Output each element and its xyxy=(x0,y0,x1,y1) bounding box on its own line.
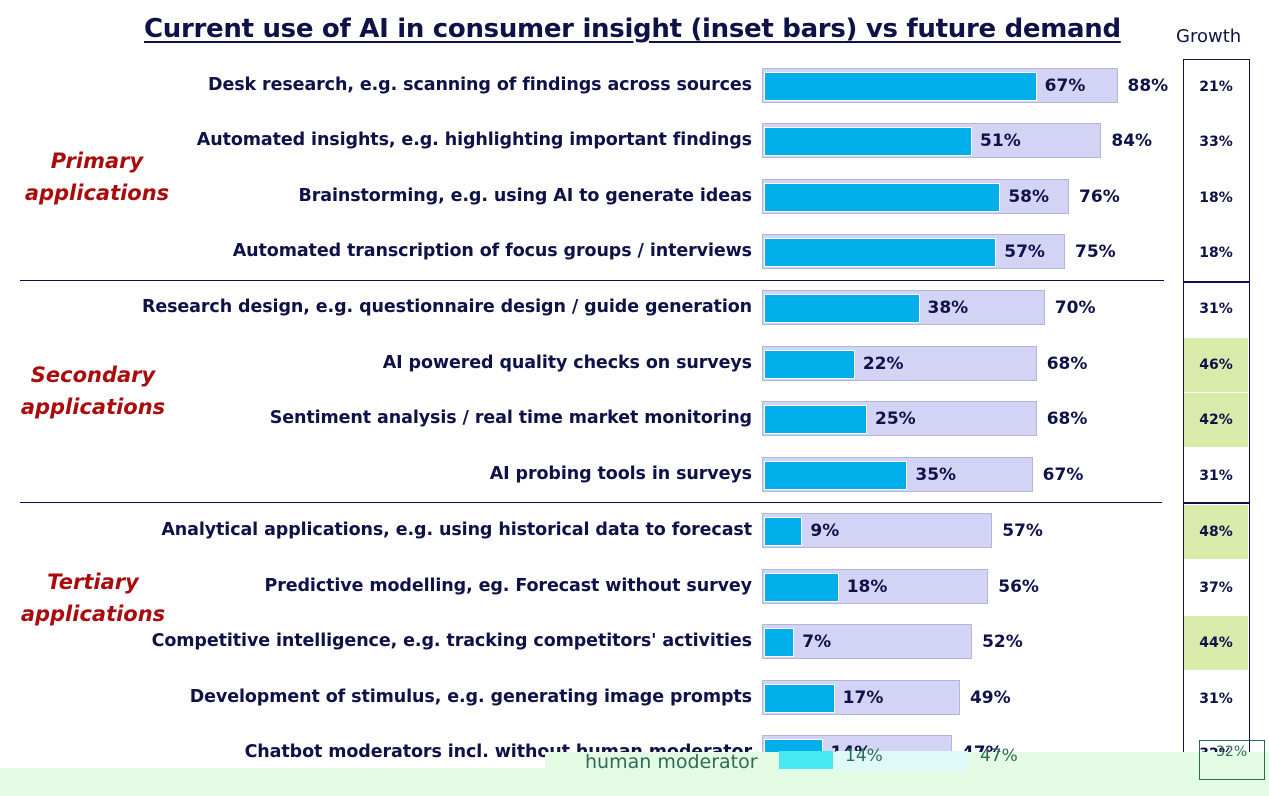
current-use-value: 25% xyxy=(875,409,916,429)
divider-secondary-tertiary xyxy=(20,502,1162,503)
row-label: AI powered quality checks on surveys xyxy=(382,353,752,373)
group-label-secondary-line2: applications xyxy=(20,395,166,419)
current-use-bar xyxy=(764,684,835,713)
row-label: Desk research, e.g. scanning of findings… xyxy=(208,75,752,95)
row-label: Automated transcription of focus groups … xyxy=(232,241,752,261)
row-label: Brainstorming, e.g. using AI to generate… xyxy=(298,186,752,206)
future-demand-value: 49% xyxy=(969,688,1011,708)
future-demand-value: 57% xyxy=(1002,521,1043,541)
current-use-bar xyxy=(764,517,803,546)
current-use-value: 58% xyxy=(1008,187,1050,207)
growth-value: 31% xyxy=(1199,468,1233,484)
group-label-primary: Primary applications xyxy=(12,145,182,209)
group-label-tertiary-line2: applications xyxy=(20,602,166,626)
current-use-value: 38% xyxy=(927,298,969,318)
future-demand-value: 84% xyxy=(1111,131,1153,151)
current-use-value: 17% xyxy=(842,688,884,708)
growth-value: 37% xyxy=(1199,580,1233,596)
future-demand-value: 68% xyxy=(1046,354,1088,374)
group-label-secondary-line1: Secondary xyxy=(30,363,156,387)
current-use-value: 22% xyxy=(862,354,904,374)
growth-value: 33% xyxy=(1199,134,1233,150)
row-label: Development of stimulus, e.g. generating… xyxy=(189,687,752,707)
current-use-value: 35% xyxy=(915,465,957,485)
future-demand-value: 67% xyxy=(1042,465,1084,485)
overlay-strip xyxy=(0,768,1269,796)
group-label-primary-line1: Primary xyxy=(50,149,144,173)
current-use-bar xyxy=(764,350,855,379)
current-use-value: 57% xyxy=(1004,242,1045,262)
growth-value: 46% xyxy=(1184,338,1248,392)
growth-value: 21% xyxy=(1199,79,1233,95)
growth-value: 42% xyxy=(1184,393,1248,447)
growth-value: 18% xyxy=(1199,190,1233,206)
row-label: Predictive modelling, eg. Forecast witho… xyxy=(264,576,752,596)
group-label-primary-line2: applications xyxy=(24,181,170,205)
current-use-bar xyxy=(764,72,1037,101)
overlay-growth-box xyxy=(1199,740,1265,780)
divider-primary-secondary xyxy=(20,280,1164,281)
current-use-bar xyxy=(764,183,1001,212)
future-demand-value: 52% xyxy=(982,632,1023,652)
overlay-current-bar xyxy=(779,751,833,769)
growth-box-secondary xyxy=(1183,281,1250,504)
future-demand-bar xyxy=(762,624,973,659)
row-label: Competitive intelligence, e.g. tracking … xyxy=(151,631,752,651)
growth-value: 18% xyxy=(1199,245,1233,261)
future-demand-value: 70% xyxy=(1054,298,1096,318)
growth-box-primary xyxy=(1183,59,1250,283)
growth-value: 31% xyxy=(1199,301,1233,317)
current-use-bar xyxy=(764,127,973,156)
group-label-tertiary: Tertiary applications xyxy=(8,566,178,630)
row-label: Automated insights, e.g. highlighting im… xyxy=(196,130,752,150)
growth-column-header: Growth xyxy=(1176,26,1242,47)
group-label-secondary: Secondary applications xyxy=(8,359,178,423)
current-use-value: 9% xyxy=(810,521,840,541)
growth-value: 31% xyxy=(1199,691,1233,707)
current-use-bar xyxy=(764,628,795,657)
future-demand-value: 68% xyxy=(1046,409,1088,429)
future-demand-value: 75% xyxy=(1075,242,1116,262)
current-use-value: 18% xyxy=(846,577,888,597)
current-use-value: 67% xyxy=(1044,76,1086,96)
growth-value: 48% xyxy=(1184,505,1248,559)
row-label: Analytical applications, e.g. using hist… xyxy=(161,520,752,540)
overlay-growth-value: 32% xyxy=(1216,744,1248,760)
row-label: Research design, e.g. questionnaire desi… xyxy=(141,297,752,317)
current-use-bar xyxy=(764,405,867,434)
future-demand-value: 76% xyxy=(1079,187,1120,207)
current-use-value: 7% xyxy=(802,632,832,652)
growth-value: 44% xyxy=(1184,616,1248,670)
current-use-value: 51% xyxy=(980,131,1021,151)
current-use-bar xyxy=(764,461,908,490)
future-demand-value: 88% xyxy=(1127,76,1169,96)
future-demand-value: 56% xyxy=(998,577,1039,597)
current-use-bar xyxy=(764,238,997,267)
current-use-bar xyxy=(764,294,920,323)
overlay-future-bar xyxy=(836,751,968,771)
group-label-tertiary-line1: Tertiary xyxy=(47,570,139,594)
current-use-bar xyxy=(764,573,839,602)
chart-title: Current use of AI in consumer insight (i… xyxy=(144,14,1121,44)
row-label: AI probing tools in surveys xyxy=(489,464,752,484)
overlay-current-value: 14% xyxy=(845,746,883,766)
growth-box-tertiary xyxy=(1183,502,1250,763)
overlay-row-text: human moderator xyxy=(585,751,758,773)
overlay-future-value: 47% xyxy=(980,746,1018,766)
row-label: Sentiment analysis / real time market mo… xyxy=(269,408,752,428)
